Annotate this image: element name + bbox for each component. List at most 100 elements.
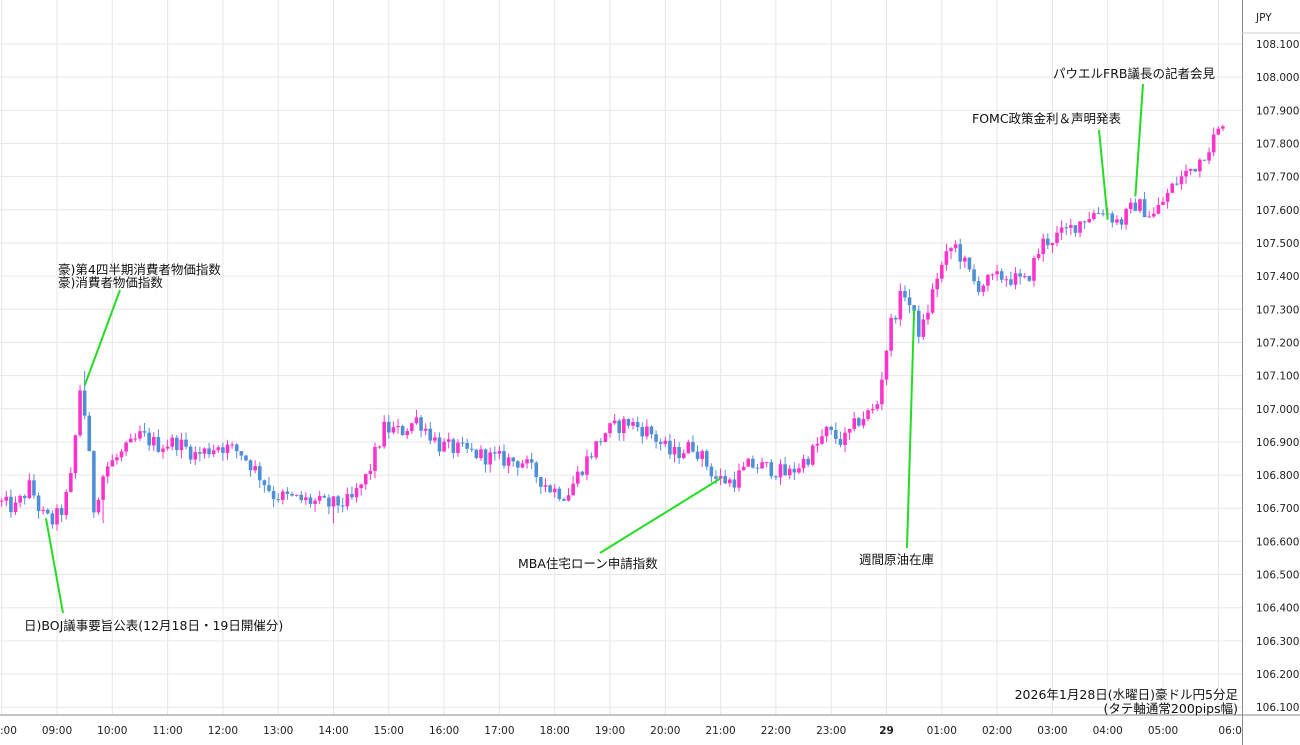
- candle-body: [211, 450, 216, 455]
- candle-body: [525, 459, 529, 464]
- candle-body: [299, 494, 304, 501]
- candle-body: [133, 438, 138, 440]
- candle-body: [1055, 232, 1059, 243]
- candle-body: [1041, 238, 1045, 254]
- x-tick-label: 23:00: [816, 725, 846, 737]
- candle-body: [359, 484, 363, 489]
- annotation-line: [906, 309, 916, 549]
- candle-body: [737, 470, 741, 488]
- annotation-label: パウエルFRB議長の記者会見: [1053, 66, 1215, 81]
- candle-body: [387, 421, 391, 433]
- candle-body: [783, 464, 787, 476]
- x-tick-label: 01:00: [927, 725, 957, 737]
- candle-body: [875, 404, 880, 409]
- candle-body: [1151, 213, 1156, 217]
- candle-body: [806, 458, 810, 465]
- x-tick-label: 22:00: [761, 725, 791, 737]
- candle-body: [1221, 126, 1225, 129]
- candle-body: [304, 497, 308, 501]
- candle-body: [345, 494, 350, 507]
- annotation-label: MBA住宅ローン申請指数: [518, 556, 658, 571]
- candle-body: [474, 449, 479, 459]
- grid: [0, 0, 1242, 715]
- candle-body: [1175, 183, 1179, 185]
- candle-body: [1207, 152, 1211, 161]
- candle-body: [797, 468, 801, 473]
- candle-body: [368, 470, 373, 474]
- candle-body: [340, 505, 345, 507]
- candle-body: [889, 317, 893, 351]
- candle-body: [520, 463, 525, 468]
- candle-body: [668, 440, 672, 455]
- candle-body: [571, 483, 575, 496]
- candle-body: [838, 438, 843, 445]
- candle-body: [594, 441, 598, 458]
- candle-body: [612, 420, 617, 424]
- candle-body: [161, 448, 165, 452]
- candle-body: [907, 297, 912, 306]
- candle-body: [119, 451, 124, 458]
- candle-body: [1078, 221, 1082, 233]
- candle-body: [903, 290, 907, 298]
- candle-body: [824, 426, 829, 437]
- candle-body: [27, 480, 32, 499]
- candle-body: [391, 427, 396, 433]
- x-tick-label: 03:00: [1037, 725, 1067, 737]
- candle-body: [110, 460, 115, 467]
- candle-body: [672, 447, 677, 455]
- currency-label: JPY: [1255, 12, 1272, 24]
- candle-body: [986, 274, 990, 286]
- candle-body: [188, 446, 193, 460]
- candle-body: [350, 494, 354, 498]
- y-tick-label: 106.600: [1256, 536, 1299, 548]
- candle-body: [331, 496, 336, 507]
- candle-body: [511, 457, 516, 462]
- y-tick-label: 106.200: [1256, 669, 1299, 681]
- candle-body: [847, 428, 852, 433]
- candle-body: [815, 443, 820, 446]
- candle-body: [1165, 192, 1170, 202]
- candle-body: [1133, 202, 1138, 211]
- y-tick-label: 107.400: [1256, 271, 1299, 283]
- candle-body: [73, 435, 78, 474]
- candle-body: [36, 495, 41, 512]
- candle-body: [377, 446, 382, 448]
- candle-body: [700, 451, 704, 459]
- y-tick-label: 106.300: [1256, 636, 1299, 648]
- candle-body: [649, 426, 654, 435]
- candle-body: [691, 442, 695, 452]
- candle-body: [562, 499, 566, 501]
- candle-body: [548, 485, 552, 493]
- candle-body: [179, 439, 184, 451]
- candle-body: [774, 476, 778, 478]
- candle-body: [926, 312, 930, 320]
- candle-body: [327, 497, 331, 507]
- candle-body: [598, 441, 603, 443]
- candle-body: [1156, 204, 1161, 214]
- candle-body: [433, 437, 437, 441]
- candle-body: [1101, 213, 1105, 215]
- candle-body: [78, 390, 82, 436]
- y-tick-label: 106.500: [1256, 570, 1299, 582]
- y-tick-label: 107.000: [1256, 404, 1299, 416]
- candle-body: [741, 466, 746, 471]
- annotation-label: 日)BOJ議事要旨公表(12月18日・19日開催分): [24, 618, 283, 633]
- candle-body: [271, 490, 276, 500]
- candle-body: [198, 452, 202, 454]
- candle-body: [603, 433, 608, 442]
- candle-body: [165, 446, 170, 449]
- candle-body: [317, 495, 322, 501]
- candle-body: [262, 480, 267, 486]
- x-tick-label: 14:00: [318, 725, 348, 737]
- x-tick-label: 12:00: [208, 725, 238, 737]
- candle-body: [257, 466, 262, 481]
- candle-body: [59, 508, 64, 516]
- candle-body: [92, 451, 96, 513]
- candle-body: [861, 418, 866, 426]
- candle-body: [810, 445, 815, 465]
- candle-body: [1193, 168, 1198, 172]
- candle-body: [50, 513, 55, 525]
- candle-body: [1092, 213, 1096, 220]
- y-tick-label: 107.600: [1256, 205, 1299, 217]
